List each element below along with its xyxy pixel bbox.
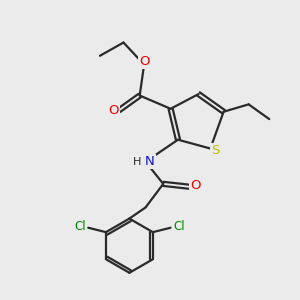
Text: Cl: Cl <box>74 220 86 233</box>
Text: O: O <box>140 55 150 68</box>
Text: O: O <box>190 179 200 192</box>
Text: H: H <box>133 157 142 167</box>
Text: S: S <box>212 144 220 158</box>
Text: Cl: Cl <box>173 220 184 233</box>
Text: O: O <box>109 104 119 117</box>
Text: N: N <box>145 155 155 168</box>
